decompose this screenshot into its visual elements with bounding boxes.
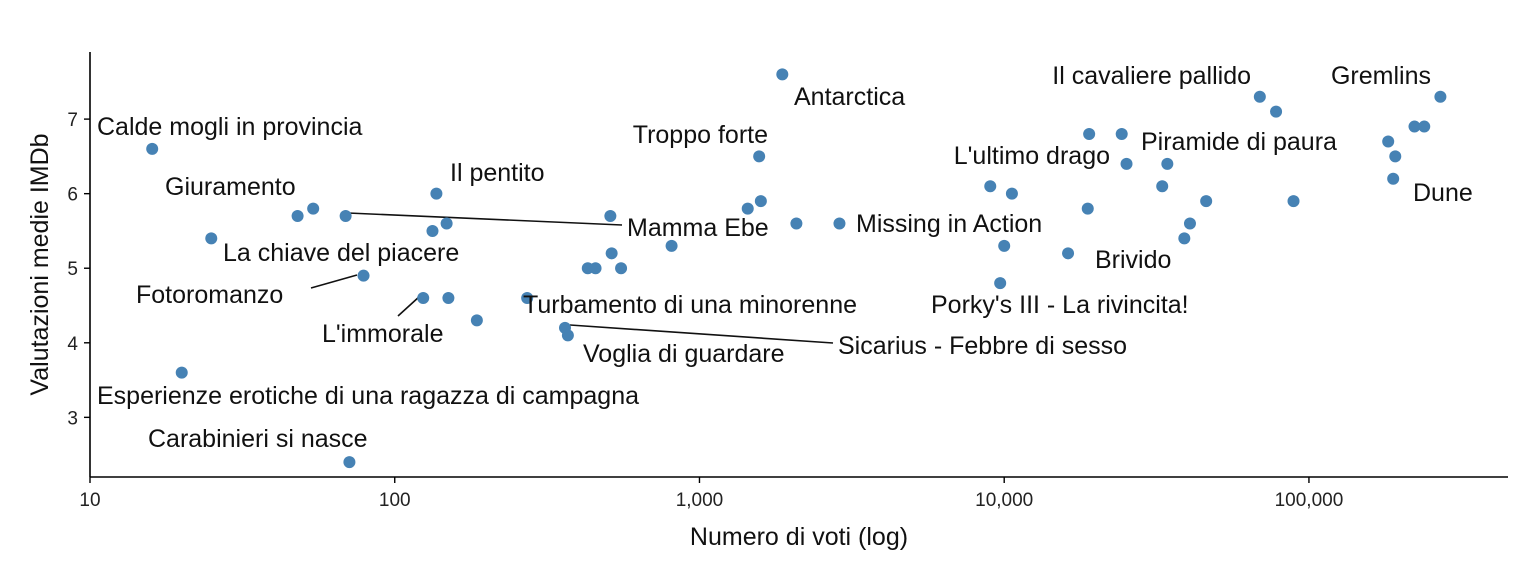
point-label: Esperienze erotiche di una ragazza di ca… (97, 382, 639, 410)
data-point (1408, 120, 1421, 133)
data-point (998, 239, 1011, 252)
data-point (339, 210, 352, 223)
y-tick-label: 3 (67, 408, 78, 429)
point-label: Mamma Ebe (627, 214, 769, 242)
point-label: Giuramento (165, 173, 296, 201)
label-leader-line (310, 274, 358, 289)
axes: 10 100 1,000 10,000 100,000 3 4 5 6 7 (67, 52, 1508, 511)
x-tick-label: 100,000 (1275, 490, 1344, 511)
point-label: Antarctica (794, 83, 905, 111)
data-point (790, 217, 803, 230)
data-point (1287, 195, 1300, 208)
y-axis-ticks: 3 4 5 6 7 (67, 110, 90, 429)
y-axis-title: Valutazioni medie IMDb (26, 133, 54, 395)
data-point (741, 202, 754, 215)
data-point (440, 217, 453, 230)
data-point (615, 262, 628, 275)
point-label: La chiave del piacere (223, 239, 459, 267)
data-point (1200, 195, 1213, 208)
y-tick-label: 5 (67, 259, 78, 280)
data-point (1081, 202, 1094, 215)
point-label: Turbamento di una minorenne (523, 291, 857, 319)
data-point (1434, 90, 1447, 103)
point-label: Fotoromanzo (136, 281, 283, 309)
data-point (665, 239, 678, 252)
data-point (430, 187, 443, 200)
point-label: Voglia di guardare (583, 340, 785, 368)
data-points (146, 68, 1447, 469)
data-point (1083, 128, 1096, 141)
data-point (604, 210, 617, 223)
x-axis-title: Numero di voti (log) (690, 523, 908, 551)
point-label: Troppo forte (633, 121, 768, 149)
data-point (307, 202, 320, 215)
y-tick-label: 6 (67, 185, 78, 206)
data-point (984, 180, 997, 193)
point-label: Missing in Action (856, 210, 1042, 238)
data-point (1178, 232, 1191, 245)
point-label: Calde mogli in provincia (97, 113, 363, 141)
point-label: Carabinieri si nasce (148, 425, 368, 453)
data-point (605, 247, 618, 260)
data-point (1005, 187, 1018, 200)
point-label: Il cavaliere pallido (1052, 62, 1251, 90)
data-point (994, 277, 1007, 290)
point-label: Brivido (1095, 246, 1171, 274)
data-point (470, 314, 483, 327)
data-point (776, 68, 789, 81)
data-point (205, 232, 218, 245)
data-point (589, 262, 602, 275)
data-point (1382, 135, 1395, 148)
data-point (1387, 172, 1400, 185)
data-point (146, 142, 159, 155)
x-tick-label: 10,000 (975, 490, 1033, 511)
point-labels: Calde mogli in provincia Esperienze eroti… (97, 62, 1473, 453)
label-leader-lines (310, 212, 834, 344)
data-point (1156, 180, 1169, 193)
data-point (426, 224, 439, 237)
data-point (561, 329, 574, 342)
data-point (357, 269, 370, 282)
data-point (1270, 105, 1283, 118)
data-point (753, 150, 766, 163)
data-point (1161, 157, 1174, 170)
label-leader-line (569, 324, 834, 344)
point-label: Sicarius - Febbre di sesso (838, 332, 1127, 360)
point-label: L'immorale (322, 320, 443, 348)
data-point (1389, 150, 1402, 163)
data-point (1115, 128, 1128, 141)
label-leader-line (347, 212, 623, 226)
data-point (442, 292, 455, 305)
x-axis-ticks: 10 100 1,000 10,000 100,000 (79, 477, 1343, 511)
data-point (417, 292, 430, 305)
y-tick-label: 4 (67, 334, 78, 355)
point-label: L'ultimo drago (954, 142, 1110, 170)
data-point (1183, 217, 1196, 230)
x-tick-label: 1,000 (676, 490, 724, 511)
point-label: Gremlins (1331, 62, 1431, 90)
x-tick-label: 100 (379, 490, 411, 511)
data-point (1120, 157, 1133, 170)
data-point (1253, 90, 1266, 103)
data-point (291, 210, 304, 223)
data-point (1418, 120, 1431, 133)
data-point (343, 456, 356, 469)
label-leader-line (397, 295, 421, 317)
data-point (521, 292, 534, 305)
data-point (754, 195, 767, 208)
data-point (1062, 247, 1075, 260)
data-point (833, 217, 846, 230)
point-label: Dune (1413, 179, 1473, 207)
x-tick-label: 10 (79, 490, 100, 511)
point-label: Porky's III - La rivincita! (931, 291, 1189, 319)
point-label: Il pentito (450, 159, 545, 187)
point-label: Piramide di paura (1141, 128, 1337, 156)
y-tick-label: 7 (67, 110, 78, 131)
data-point (175, 366, 188, 379)
